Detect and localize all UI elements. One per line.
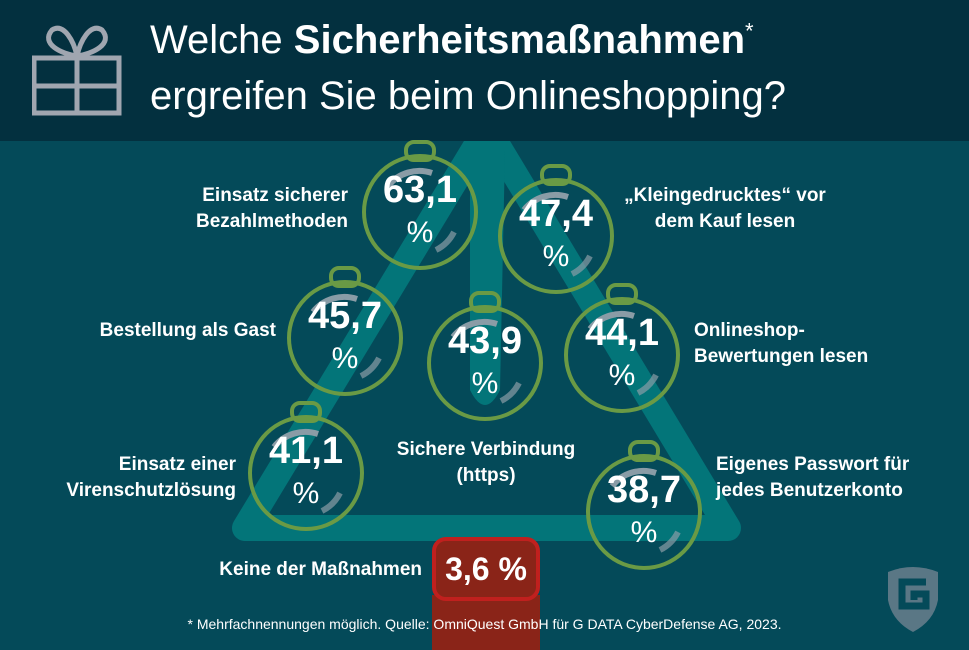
ornament-0: 63,1 % [360, 140, 480, 272]
percent-sign: % [608, 359, 636, 392]
ornament-ring [564, 283, 680, 413]
value-label: 63,1 [383, 169, 457, 211]
label-passwort: Eigenes Passwort für jedes Benutzerkonto [716, 454, 910, 501]
percent-sign: % [292, 477, 320, 510]
label-virenschutz: Einsatz einer Virenschutzlösung [66, 454, 236, 501]
label-keine: Keine der Maßnahmen [219, 559, 422, 580]
percent-sign: % [471, 367, 499, 400]
title-line-1: Welche Sicherheitsmaßnahmen* [150, 18, 754, 62]
ornament-1: 47,4 % [496, 164, 616, 296]
ornament-4: 44,1 % [562, 283, 682, 415]
footnote: * Mehrfachnennungen möglich. Quelle: Omn… [187, 616, 782, 632]
ornament-ring [248, 401, 364, 531]
value-label: 41,1 [269, 430, 343, 472]
value-label: 47,4 [519, 193, 593, 235]
ornament-3: 43,9 % [425, 291, 545, 423]
ornament-ring [427, 291, 543, 421]
gift-icon [32, 25, 122, 116]
percent-sign: % [630, 516, 658, 549]
percent-sign: % [406, 216, 434, 249]
label-bewertungen: Onlineshop-Bewertungen lesen [694, 320, 869, 367]
ornament-2: 45,7 % [285, 266, 405, 398]
title-line-2: ergreifen Sie beim Onlineshopping? [150, 74, 786, 118]
ornament-6: 38,7 % [584, 440, 704, 572]
gdata-logo-icon [888, 567, 938, 632]
value-label: 45,7 [308, 295, 382, 337]
percent-sign: % [331, 342, 359, 375]
label-gast: Bestellung als Gast [99, 320, 276, 341]
label-https: Sichere Verbindung (https) [396, 439, 576, 486]
ornament-ring [287, 266, 403, 396]
header: Welche Sicherheitsmaßnahmen* ergreifen S… [0, 0, 969, 141]
ornament-ring [362, 140, 478, 270]
none-bar-stem [432, 595, 540, 650]
value-label: 44,1 [585, 312, 659, 354]
none-value-box: 3,6 % [432, 537, 540, 601]
value-label: 43,9 [448, 320, 522, 362]
label-bezahlmethoden: Einsatz sicherer Bezahlmethoden [195, 185, 348, 232]
value-label: 38,7 [607, 469, 681, 511]
ornament-5: 41,1 % [246, 401, 366, 533]
ornament-ring [586, 440, 702, 570]
percent-sign: % [542, 240, 570, 273]
label-kleingedrucktes: „Kleingedrucktes“ vor dem Kauf lesen [624, 185, 826, 232]
ornament-ring [498, 164, 614, 294]
